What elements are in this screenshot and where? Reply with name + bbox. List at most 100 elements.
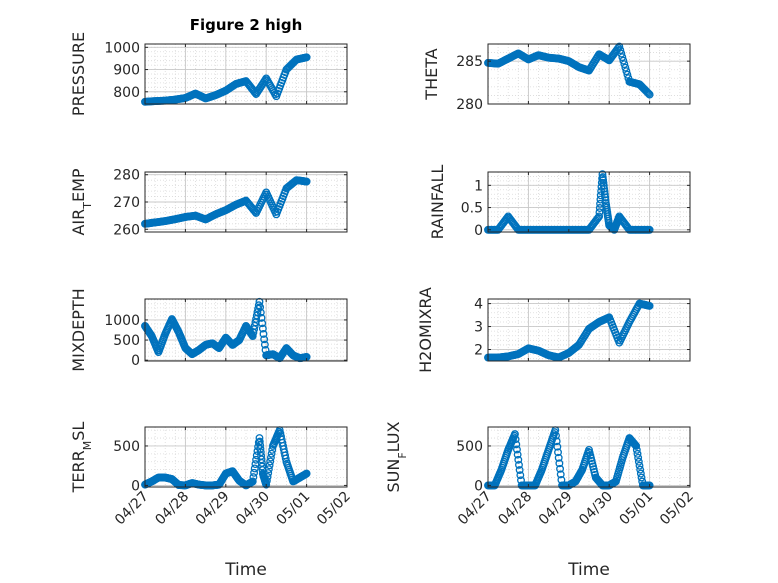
subplot-rainfall: 0 0.5 1 RAINFALL: [428, 165, 691, 240]
data-point: [637, 473, 646, 482]
axes-box: [144, 43, 348, 105]
minor-grid: [487, 171, 691, 232]
data-point: [265, 461, 274, 470]
data-point: [513, 445, 521, 454]
y-tick-label: 2: [474, 343, 483, 359]
chart-title: Figure 2 high: [190, 16, 303, 34]
data-point: [622, 67, 631, 76]
subplot-pressure: 800 900 1000 Figure 2 high PRESSURE: [69, 16, 348, 116]
data-point: [302, 469, 311, 478]
data-point: [618, 53, 627, 62]
data-point: [616, 46, 625, 55]
data-point: [266, 453, 275, 462]
data-point: [556, 470, 565, 479]
data-point: [615, 42, 624, 51]
y-tick-label: 500: [113, 439, 140, 455]
subplot-mixdepth: 0 500 1000 MIXDEPTH: [69, 288, 348, 372]
data-points: [141, 176, 311, 228]
data-point: [254, 301, 263, 310]
data-point: [617, 49, 626, 58]
data-point: [634, 457, 643, 466]
data-point: [513, 450, 522, 459]
y-axis-label: PRESSURE: [69, 32, 88, 116]
y-tick-label: 0: [474, 223, 483, 239]
data-point: [256, 303, 265, 312]
data-point: [256, 308, 265, 317]
data-point: [634, 453, 643, 462]
y-tick-label: 1000: [104, 313, 140, 329]
data-point: [556, 464, 564, 473]
data-point: [250, 468, 259, 477]
data-point: [553, 442, 562, 451]
data-point: [623, 70, 632, 79]
data-point: [302, 177, 311, 186]
data-point: [600, 190, 609, 199]
data-point: [264, 465, 273, 474]
data-point: [514, 455, 523, 464]
subplot-theta: 280 285 THETA: [422, 42, 691, 113]
data-point: [510, 430, 519, 439]
y-tick-label: 3: [474, 320, 483, 336]
data-point: [636, 469, 645, 478]
data-point: [512, 440, 521, 449]
x-axis-label: Time: [567, 560, 610, 580]
data-points: [141, 297, 311, 363]
y-axis-label: TERRMSL: [69, 422, 94, 494]
data-point: [600, 187, 609, 196]
data-point: [262, 476, 271, 485]
data-point: [250, 464, 259, 473]
y-tick-label: 4: [474, 297, 483, 313]
data-point: [643, 88, 652, 97]
data-points: [484, 42, 654, 99]
data-point: [594, 213, 603, 222]
data-point: [598, 170, 607, 179]
y-tick-label: 280: [113, 168, 140, 184]
y-axis-label: RAINFALL: [428, 165, 447, 240]
y-tick-label: 800: [113, 85, 140, 101]
data-point: [600, 184, 609, 193]
axes-box: [487, 171, 691, 233]
data-point: [595, 208, 604, 217]
y-tick-label: 280: [456, 97, 483, 113]
data-point: [554, 448, 562, 457]
y-tick-label: 0: [474, 478, 483, 494]
major-grid: [144, 172, 348, 232]
data-point: [633, 449, 642, 458]
data-point: [599, 181, 608, 190]
subplot-air-temp: 260 270 280 AIRTEMP: [69, 168, 348, 238]
data-point: [645, 301, 654, 310]
y-tick-label: 500: [456, 439, 483, 455]
data-points: [141, 426, 311, 490]
y-tick-label: 1: [474, 178, 483, 194]
data-point: [619, 56, 628, 65]
data-point: [598, 173, 607, 182]
y-tick-label: 285: [456, 54, 483, 70]
y-axis-label: H2OMIXRA: [416, 287, 435, 373]
y-tick-label: 500: [113, 333, 140, 349]
data-point: [516, 471, 525, 480]
x-axis-label: Time: [224, 560, 267, 580]
data-point: [632, 441, 641, 450]
y-tick-label: 0: [131, 478, 140, 494]
data-points: [141, 53, 311, 106]
data-point: [511, 435, 520, 444]
data-point: [258, 319, 267, 328]
data-point: [260, 335, 269, 344]
subplot-h2omixra: 2 3 4 H2OMIXRA: [416, 287, 691, 373]
data-point: [515, 466, 524, 474]
data-points: [484, 170, 654, 234]
axes-box: [144, 298, 348, 362]
data-point: [267, 449, 276, 458]
data-point: [302, 53, 311, 62]
data-point: [260, 340, 269, 349]
axes-box: [487, 426, 691, 488]
data-point: [645, 481, 654, 490]
data-point: [635, 461, 644, 470]
data-point: [552, 437, 561, 446]
data-point: [266, 457, 275, 466]
data-point: [552, 431, 560, 440]
axes-box: [487, 298, 691, 362]
y-axis-label: THETA: [422, 48, 441, 100]
y-axis-label: MIXDEPTH: [69, 288, 88, 371]
